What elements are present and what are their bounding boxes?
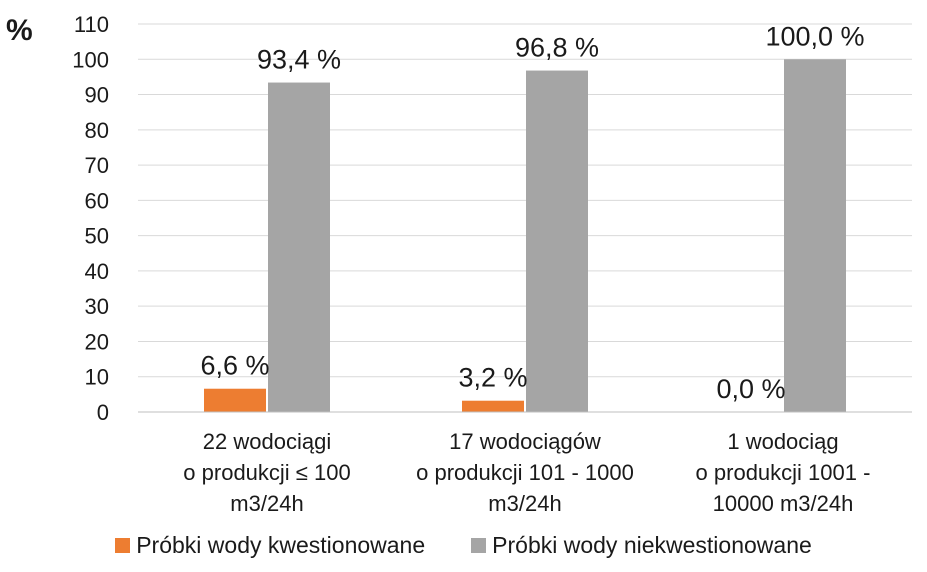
category-label: 22 wodociągi	[203, 429, 331, 454]
legend-item-series-1: Próbki wody kwestionowane	[115, 532, 425, 559]
y-tick-label: 40	[85, 259, 109, 284]
y-tick-label: 10	[85, 365, 109, 390]
category-label: 10000 m3/24h	[713, 491, 854, 516]
y-tick-label: 60	[85, 188, 109, 213]
legend-item-series-2: Próbki wody niekwestionowane	[471, 532, 812, 559]
category-labels: 22 wodociągi o produkcji ≤ 100 m3/24h 17 wo…	[183, 429, 870, 516]
category-label: m3/24h	[488, 491, 561, 516]
bar-chart: 0 10 20 30 40 50 60 70 80 90 100 110 6,6 % 93,4 % 3,2…	[6, 12, 912, 516]
y-tick-label: 80	[85, 118, 109, 143]
data-labels: 6,6 % 93,4 % 3,2 % 96,8 % 0,0 % 100,0 %	[200, 21, 864, 404]
legend-label: Próbki wody niekwestionowane	[492, 532, 812, 558]
category-label: o produkcji 101 - 1000	[416, 460, 634, 485]
y-tick-label: 100	[72, 47, 109, 72]
category-label: o produkcji ≤ 100	[183, 460, 350, 485]
y-axis-ticks: 0 10 20 30 40 50 60 70 80 90 100 110	[72, 12, 109, 425]
data-label: 3,2 %	[458, 363, 527, 393]
legend-label: Próbki wody kwestionowane	[136, 532, 426, 558]
category-label: 17 wodociągów	[449, 429, 601, 454]
bar	[526, 70, 588, 412]
legend-swatch-gray	[471, 538, 487, 553]
data-label: 93,4 %	[257, 45, 341, 75]
y-tick-label: 0	[97, 400, 109, 425]
legend: Próbki wody kwestionowane Próbki wody ni…	[0, 532, 927, 559]
y-tick-label: 50	[85, 224, 109, 249]
data-label: 6,6 %	[200, 351, 269, 381]
category-label: o produkcji 1001 -	[696, 460, 871, 485]
bar	[462, 400, 524, 412]
y-tick-label: 110	[74, 12, 109, 37]
data-label: 0,0 %	[716, 374, 785, 404]
data-label: 100,0 %	[765, 21, 864, 51]
y-tick-label: 70	[85, 153, 109, 178]
y-tick-label: 30	[85, 294, 109, 319]
category-label: m3/24h	[230, 491, 303, 516]
bars	[204, 59, 846, 412]
gridlines	[138, 23, 912, 378]
bar	[268, 82, 330, 412]
y-tick-label: 20	[85, 329, 109, 354]
bar	[204, 388, 266, 412]
y-tick-label: 90	[85, 83, 109, 108]
legend-swatch-orange	[115, 538, 131, 553]
data-label: 96,8 %	[515, 33, 599, 63]
bar	[784, 59, 846, 412]
y-axis-unit-label: %	[6, 14, 33, 47]
category-label: 1 wodociąg	[727, 429, 838, 454]
